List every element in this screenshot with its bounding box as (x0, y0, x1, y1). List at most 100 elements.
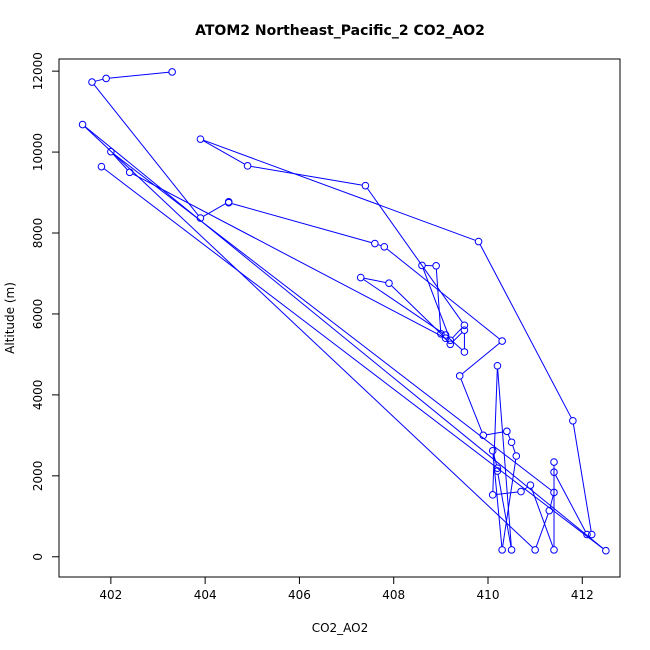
series-segment (507, 434, 511, 440)
data-point (102, 74, 110, 83)
data-point (196, 214, 205, 222)
series-segment (95, 78, 103, 82)
series-segment (391, 285, 444, 337)
data-point (460, 321, 469, 330)
data-point (224, 198, 233, 207)
y-axis: 0 2000 4000 6000 8000 10000 12000 (31, 52, 59, 561)
data-point (517, 487, 525, 496)
series-segment (531, 488, 554, 547)
series-segment (572, 424, 592, 532)
x-axis-label: CO2_AO2 (312, 621, 369, 635)
series-segment (363, 279, 443, 334)
data-point (526, 481, 535, 489)
series-segment (555, 475, 586, 532)
series-segment (386, 248, 500, 340)
y-axis-label: Altitude (m) (3, 282, 17, 354)
x-tick-label: 408 (382, 588, 405, 602)
y-tick-label: 0 (31, 553, 45, 561)
data-point (361, 181, 370, 190)
series-segment (512, 445, 516, 453)
data-point (479, 431, 488, 440)
x-tick-label: 404 (194, 588, 217, 602)
x-tick-label: 402 (99, 588, 122, 602)
series-segment (364, 277, 386, 283)
data-point (437, 329, 445, 338)
data-point (488, 446, 497, 455)
y-tick-label: 12000 (31, 52, 45, 90)
data-point (569, 416, 577, 425)
series-segment (447, 336, 463, 351)
data-point (371, 239, 379, 248)
series-segment (103, 168, 604, 549)
chart-title: ATOM2 Northeast_Pacific_2 CO2_AO2 (195, 23, 485, 39)
y-tick-label: 2000 (31, 461, 45, 492)
series-segment (497, 369, 512, 547)
series-segment (502, 459, 517, 547)
series-segment (462, 342, 500, 375)
series-segment (422, 268, 450, 338)
data-point (488, 491, 497, 499)
series-segment (378, 244, 382, 247)
data-point (460, 348, 469, 356)
data-point (446, 336, 455, 345)
y-tick-label: 4000 (31, 380, 45, 411)
data-point (418, 261, 426, 270)
data-point (380, 242, 389, 251)
y-tick-label: 8000 (31, 218, 45, 249)
series-segment (132, 173, 443, 338)
data-point (550, 458, 558, 466)
data-point (493, 464, 502, 472)
data-point (602, 546, 610, 555)
data-point (498, 337, 506, 345)
data-point (498, 546, 506, 554)
data-point (107, 147, 115, 156)
series-segment (84, 126, 533, 548)
series-segment (112, 153, 128, 171)
series-segment (460, 378, 483, 433)
data-point (550, 468, 558, 476)
x-tick-label: 410 (477, 588, 500, 602)
data-point (88, 78, 96, 86)
data-point (512, 452, 521, 460)
plot-area-border (58, 58, 621, 578)
data-point (531, 546, 539, 554)
data-point (460, 326, 469, 334)
series-co2-ao2 (78, 68, 610, 555)
data-point (583, 530, 591, 539)
data-point (550, 488, 558, 497)
series-segment (367, 188, 463, 323)
data-point (446, 340, 455, 349)
y-tick-label: 10000 (31, 133, 45, 171)
x-axis: 402 404 406 408 410 412 (99, 577, 594, 602)
data-point (493, 361, 502, 370)
series-segment (492, 369, 498, 492)
data-point (78, 120, 87, 129)
series-segment (109, 71, 169, 79)
data-point (550, 546, 558, 554)
series-segment (203, 140, 245, 165)
data-point (441, 334, 450, 343)
x-tick-label: 412 (571, 588, 594, 602)
data-point (507, 438, 516, 447)
series-segment (203, 203, 226, 217)
series-segment (452, 327, 463, 339)
series-segment (203, 139, 476, 241)
data-point (545, 506, 554, 515)
data-point (474, 237, 483, 246)
data-point (97, 162, 106, 171)
series-segment (535, 513, 549, 547)
data-point (356, 273, 365, 282)
data-point (125, 168, 134, 177)
data-point (587, 530, 596, 539)
data-point (168, 68, 176, 76)
series-segment (93, 84, 199, 216)
data-point (196, 135, 205, 143)
series-segment (84, 126, 604, 549)
series-segment (479, 244, 572, 418)
y-tick-label: 6000 (31, 299, 45, 330)
x-tick-label: 406 (288, 588, 311, 602)
data-point (385, 279, 393, 287)
series-segment (496, 491, 518, 495)
data-point (503, 427, 511, 436)
